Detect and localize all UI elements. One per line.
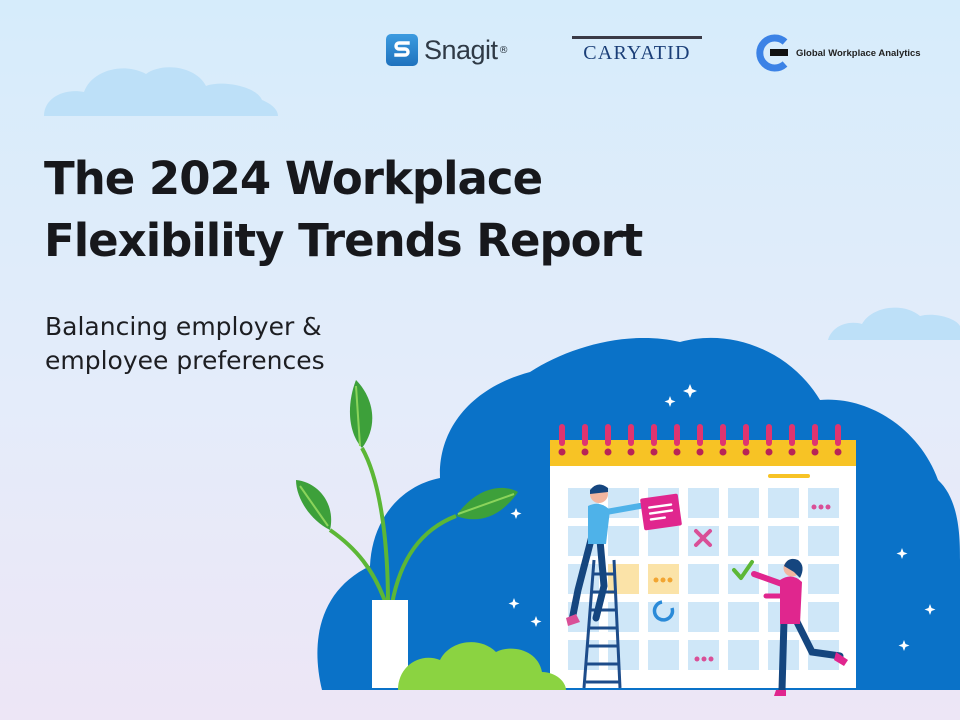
calendar-cell	[728, 640, 759, 670]
calendar-cell	[688, 602, 719, 632]
calendar-cell	[688, 488, 719, 518]
report-title: The 2024 Workplace Flexibility Trends Re…	[44, 148, 744, 272]
calendar-cell	[808, 526, 839, 556]
calendar-ring	[696, 424, 704, 456]
snagit-logo: Snagit ®	[386, 32, 509, 68]
calendar-ring	[581, 424, 589, 456]
check-mark-icon	[732, 560, 754, 580]
calendar-ring	[558, 424, 566, 456]
calendar-ring	[834, 424, 842, 456]
sparkle-icon	[508, 384, 936, 651]
calendar-ring	[673, 424, 681, 456]
subtitle-line-2: employee preferences	[45, 346, 325, 375]
calendar-cell	[688, 640, 719, 670]
caryatid-wordmark: CARYATID	[583, 42, 691, 64]
x-mark-icon	[694, 529, 712, 547]
calendar-cell	[648, 526, 679, 556]
snagit-wordmark: Snagit	[424, 34, 498, 65]
calendar-ring	[627, 424, 635, 456]
man-figure	[566, 484, 643, 626]
caryatid-rule	[572, 36, 702, 39]
gwa-wordmark: Global Workplace Analytics	[796, 47, 921, 59]
snagit-mark-icon	[386, 34, 418, 66]
cloud-icon	[828, 307, 960, 340]
calendar-cell	[648, 640, 679, 670]
calendar-cell	[728, 602, 759, 632]
calendar-ring	[765, 424, 773, 456]
caryatid-logo: CARYATID	[572, 36, 702, 65]
report-subtitle: Balancing employer & employee preference…	[45, 310, 465, 378]
title-line-2: Flexibility Trends Report	[44, 214, 643, 267]
calendar-ring	[788, 424, 796, 456]
calendar-cell	[608, 564, 639, 594]
gwa-mark-icon	[756, 34, 788, 72]
cloud-icon	[44, 67, 278, 116]
gwa-logo: Global Workplace Analytics	[756, 34, 921, 72]
calendar-ring	[742, 424, 750, 456]
calendar-cell	[688, 564, 719, 594]
calendar-cell	[808, 564, 839, 594]
calendar-cell	[808, 488, 839, 518]
woman-figure	[751, 558, 848, 696]
registered-mark: ®	[498, 44, 509, 56]
refresh-icon	[652, 600, 675, 622]
calendar-cell	[728, 526, 759, 556]
calendar-cell	[808, 602, 839, 632]
sticky-note-icon	[640, 493, 682, 531]
calendar-cell	[608, 526, 639, 556]
bush	[398, 642, 566, 690]
subtitle-line-1: Balancing employer &	[45, 312, 322, 341]
calendar-ring	[811, 424, 819, 456]
calendar-cell	[648, 602, 679, 632]
calendar-ring	[650, 424, 658, 456]
calendar-cell	[728, 564, 759, 594]
calendar-cell	[728, 488, 759, 518]
calendar-ring	[719, 424, 727, 456]
calendar-cell	[768, 526, 799, 556]
title-line-1: The 2024 Workplace	[44, 152, 543, 205]
partner-logos: Snagit ® CARYATID Global Workplace Analy…	[0, 0, 960, 90]
calendar-cell	[768, 488, 799, 518]
calendar-ring	[604, 424, 612, 456]
plant-icon	[296, 380, 518, 688]
